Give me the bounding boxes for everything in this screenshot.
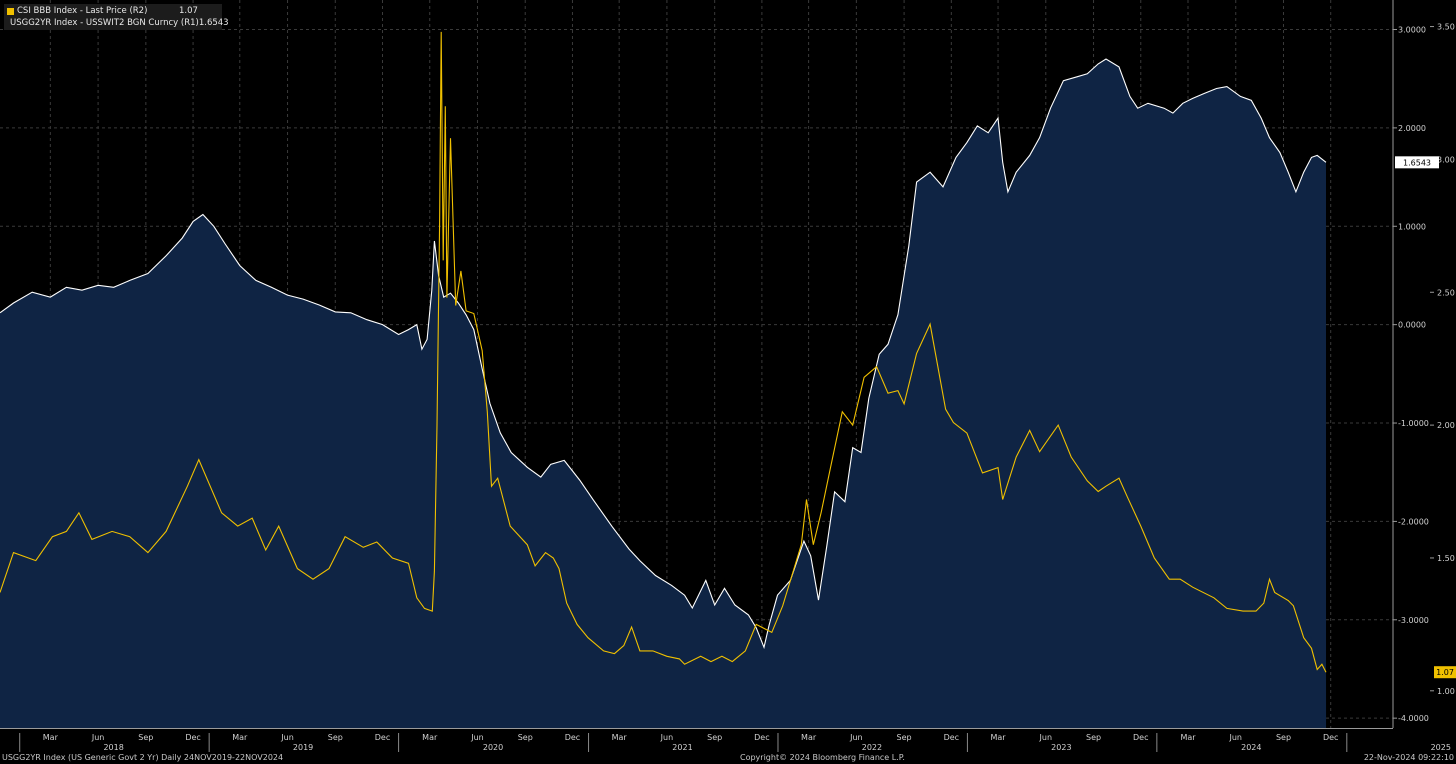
x-year-label: 2019	[293, 743, 313, 752]
x-month-label: Dec	[754, 733, 769, 742]
x-month-label: Mar	[422, 733, 438, 742]
legend-entry-bbb: CSI BBB Index - Last Price (R2) 1.07	[7, 5, 219, 17]
x-year-label: 2023	[1051, 743, 1071, 752]
bbb-last-value: 1.07	[1436, 668, 1454, 677]
spread-last-value-badge	[1395, 156, 1439, 169]
x-month-label: Jun	[1039, 733, 1053, 742]
x-year-label: 2022	[862, 743, 882, 752]
x-year-label: 2021	[672, 743, 692, 752]
legend-label-bbb: CSI BBB Index - Last Price (R2)	[17, 6, 148, 16]
r2-tick-label: 1.00	[1437, 687, 1455, 696]
x-month-label: Sep	[1276, 733, 1291, 742]
r2-tick-label: 3.50	[1437, 23, 1455, 32]
x-month-label: Dec	[565, 733, 580, 742]
x-month-label: Mar	[990, 733, 1006, 742]
r1-tick-label: -4.0000	[1398, 714, 1429, 723]
bbb-line	[0, 31, 1327, 673]
r2-tick-label: 2.50	[1437, 288, 1455, 297]
r1-tick-label: 3.0000	[1398, 26, 1426, 35]
axis-labels: Mar Jun Sep Dec Mar Jun Sep Dec Mar Jun Sep Dec Mar J…	[43, 23, 1456, 752]
x-month-label: Dec	[1323, 733, 1338, 742]
x-month-label: Mar	[43, 733, 59, 742]
spread-line	[0, 58, 1327, 650]
r1-tick-label: 0.0000	[1398, 321, 1426, 330]
x-year-label: 2020	[483, 743, 503, 752]
series-area	[0, 59, 1327, 728]
bbb-last-value-badge	[1434, 666, 1456, 679]
legend-swatch-bbb	[7, 7, 14, 15]
x-month-label: Dec	[944, 733, 959, 742]
legend-value-bbb: 1.07	[179, 6, 198, 16]
x-month-label: Sep	[518, 733, 533, 742]
legend-label-spread: USGG2YR Index - USSWIT2 BGN Curncy (R1)	[10, 18, 199, 28]
spread-area-fill	[0, 59, 1327, 728]
x-year-label: 2018	[103, 743, 123, 752]
x-month-label: Dec	[1133, 733, 1148, 742]
footer-copyright: Copyright© 2024 Bloomberg Finance L.P.	[740, 753, 905, 762]
x-month-label: Mar	[612, 733, 628, 742]
r2-tick-label: 1.50	[1437, 554, 1455, 563]
series-lines	[0, 31, 1327, 673]
x-month-label: Dec	[185, 733, 200, 742]
x-month-label: Jun	[660, 733, 674, 742]
x-month-label: Sep	[707, 733, 722, 742]
axes	[0, 0, 1434, 752]
r1-tick-label: -2.0000	[1398, 517, 1429, 526]
r1-tick-label: -3.0000	[1398, 616, 1429, 625]
x-month-label: Jun	[91, 733, 105, 742]
x-month-label: Jun	[470, 733, 484, 742]
x-month-label: Dec	[375, 733, 390, 742]
legend-value-spread: 1.6543	[198, 18, 229, 28]
r1-tick-label: 2.0000	[1398, 124, 1426, 133]
x-month-label: Sep	[138, 733, 153, 742]
footer: USGG2YR Index (US Generic Govt 2 Yr) Dai…	[0, 753, 1456, 764]
x-month-label: Jun	[1228, 733, 1242, 742]
legend: CSI BBB Index - Last Price (R2) 1.07 USG…	[4, 4, 229, 30]
legend-entry-spread: USGG2YR Index - USSWIT2 BGN Curncy (R1) …	[7, 17, 229, 29]
x-month-label: Sep	[897, 733, 912, 742]
x-month-label: Jun	[280, 733, 294, 742]
x-month-label: Mar	[1180, 733, 1196, 742]
x-month-label: Sep	[328, 733, 343, 742]
x-year-label: 2024	[1241, 743, 1261, 752]
r2-tick-label: 3.00	[1437, 155, 1455, 164]
r1-tick-label: 1.0000	[1398, 222, 1426, 231]
x-month-label: Jun	[849, 733, 863, 742]
x-month-label: Mar	[232, 733, 248, 742]
spread-last-value: 1.6543	[1403, 158, 1431, 167]
r2-tick-label: 2.00	[1437, 421, 1455, 430]
footer-timestamp: 22-Nov-2024 09:22:10	[1363, 753, 1454, 762]
x-year-label: 2025	[1431, 743, 1451, 752]
x-month-label: Mar	[801, 733, 817, 742]
r1-tick-label: -1.0000	[1398, 419, 1429, 428]
footer-security: USGG2YR Index (US Generic Govt 2 Yr) Dai…	[2, 753, 284, 762]
x-month-label: Sep	[1086, 733, 1101, 742]
